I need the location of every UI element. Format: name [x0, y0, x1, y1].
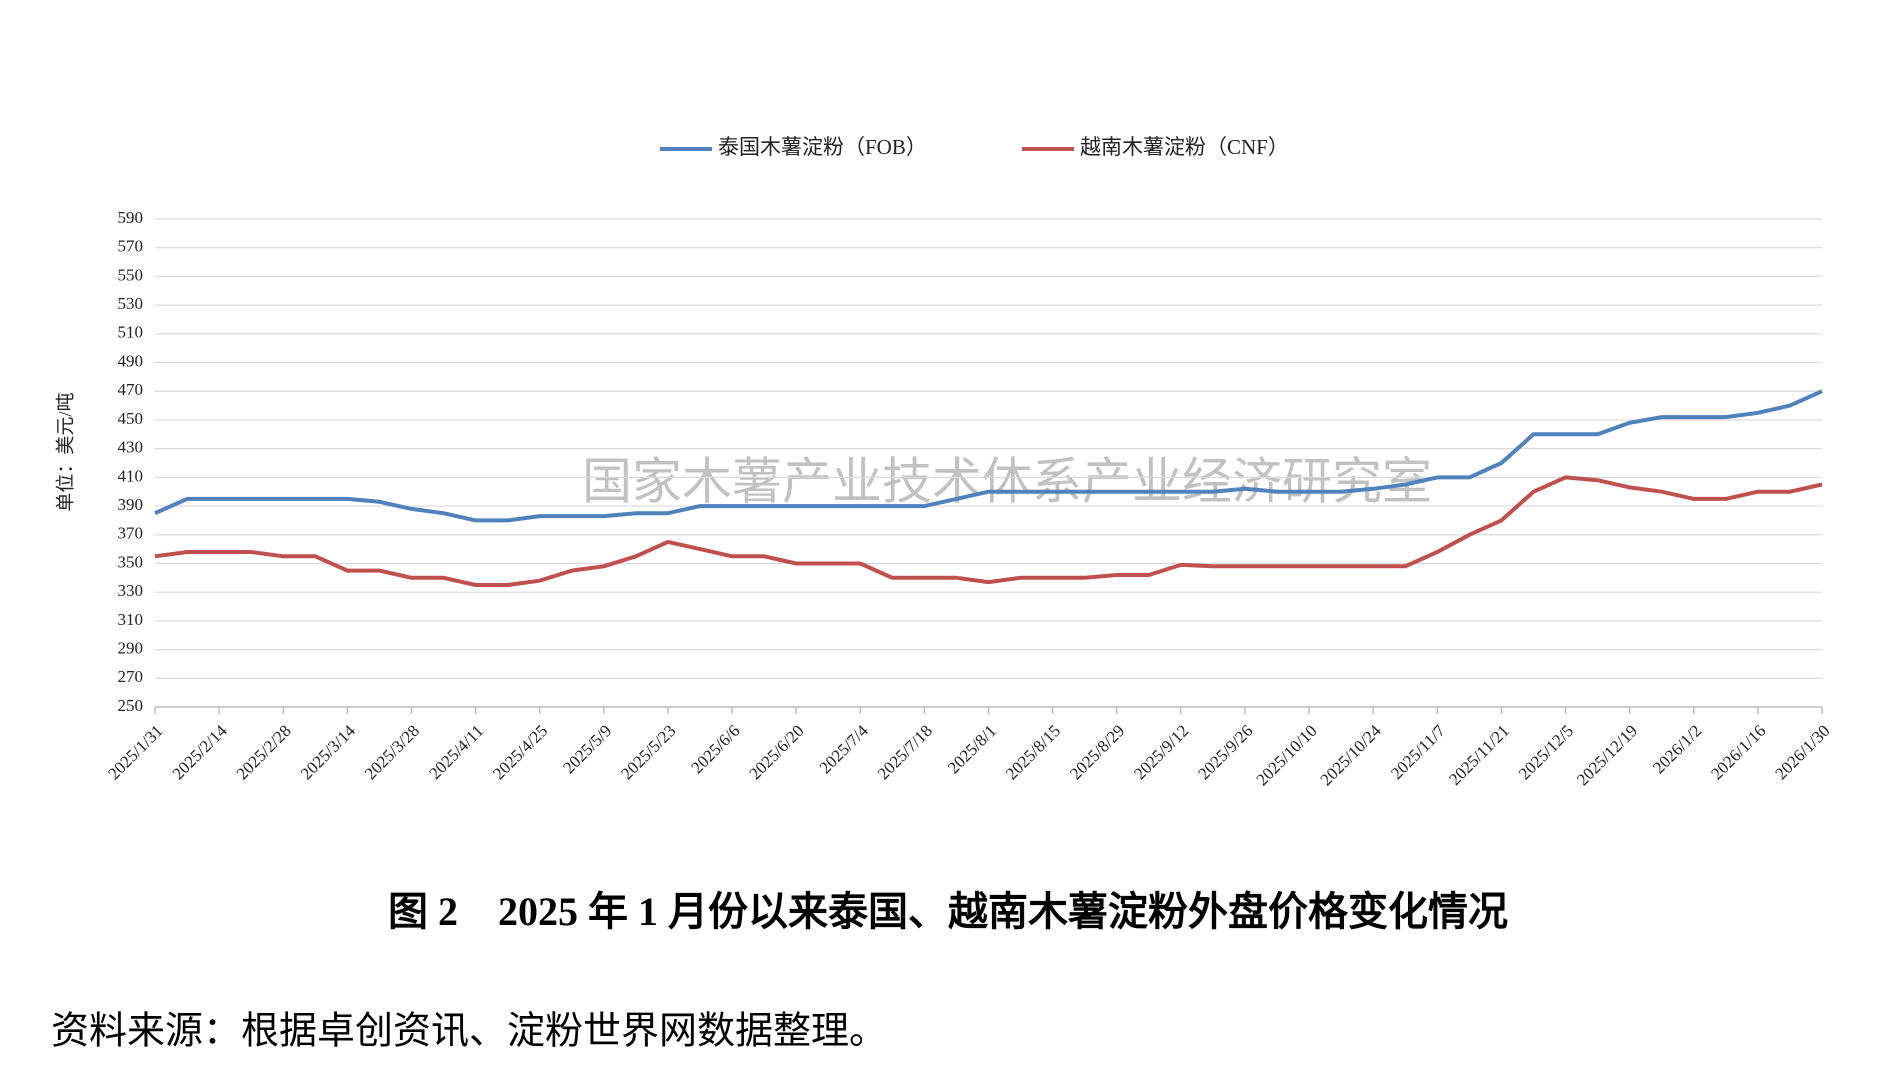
y-tick-label: 530	[118, 294, 144, 313]
x-tick-label: 2025/8/15	[1002, 721, 1064, 783]
caption: 图 2 2025 年 1 月份以来泰国、越南木薯淀粉外盘价格变化情况	[388, 889, 1508, 934]
y-tick-label: 490	[118, 351, 144, 370]
x-tick-label: 2026/1/30	[1771, 721, 1833, 783]
x-tick-label: 2025/9/26	[1194, 721, 1256, 783]
x-tick-label: 2025/5/23	[617, 721, 679, 783]
x-tick-label: 2025/12/5	[1515, 721, 1577, 783]
x-tick-label: 2025/4/11	[425, 721, 487, 783]
y-tick-label: 370	[118, 524, 144, 543]
x-tick-label: 2025/2/14	[169, 721, 232, 784]
x-tick-label: 2026/1/16	[1707, 721, 1769, 783]
legend-label: 泰国木薯淀粉（FOB）	[718, 135, 927, 159]
y-tick-label: 350	[118, 552, 144, 571]
source-note: 资料来源：根据卓创资讯、淀粉世界网数据整理。	[51, 1011, 887, 1053]
y-tick-label: 470	[118, 380, 144, 399]
x-tick-label: 2025/5/9	[559, 721, 615, 777]
y-tick-label: 310	[118, 610, 144, 629]
x-tick-label: 2025/7/18	[874, 721, 936, 783]
y-tick-label: 330	[118, 581, 144, 600]
x-tick-label: 2025/11/21	[1445, 721, 1513, 789]
x-tick-label: 2025/11/7	[1387, 721, 1449, 783]
x-tick-label: 2025/10/24	[1317, 721, 1386, 790]
y-tick-label: 410	[118, 466, 144, 485]
x-tick-label: 2025/2/28	[233, 721, 295, 783]
x-tick-label: 2025/10/10	[1252, 721, 1320, 789]
x-tick-label: 2025/3/14	[297, 721, 360, 784]
y-tick-label: 290	[118, 638, 144, 657]
series-line	[154, 389, 1823, 523]
x-tick-label: 2025/6/20	[746, 721, 808, 783]
y-tick-label: 450	[118, 409, 144, 428]
series-line	[154, 475, 1823, 587]
x-tick-label: 2025/12/19	[1573, 721, 1641, 789]
x-tick-label: 2026/1/2	[1649, 721, 1705, 777]
y-axis-label: 单位：美元/吨	[54, 392, 76, 511]
y-tick-label: 550	[118, 265, 144, 284]
y-tick-label: 510	[118, 323, 144, 342]
x-tick-label: 2025/1/31	[104, 721, 166, 783]
x-tick-label: 2025/8/1	[944, 721, 1000, 777]
y-tick-label: 270	[118, 667, 144, 686]
y-tick-label: 250	[118, 696, 144, 715]
watermark: 国家木薯产业技术体系产业经济研究室	[582, 453, 1432, 509]
y-tick-label: 390	[118, 495, 144, 514]
x-tick-label: 2025/9/12	[1130, 721, 1192, 783]
y-tick-label: 430	[118, 438, 144, 457]
x-tick-label: 2025/4/25	[489, 721, 551, 783]
x-tick-label: 2025/8/29	[1066, 721, 1128, 783]
x-tick-label: 2025/6/6	[687, 721, 743, 777]
legend-label: 越南木薯淀粉（CNF）	[1080, 135, 1289, 159]
y-tick-label: 570	[118, 237, 144, 256]
x-tick-label: 2025/7/4	[816, 721, 873, 778]
x-tick-label: 2025/3/28	[361, 721, 423, 783]
y-tick-label: 590	[118, 208, 144, 227]
